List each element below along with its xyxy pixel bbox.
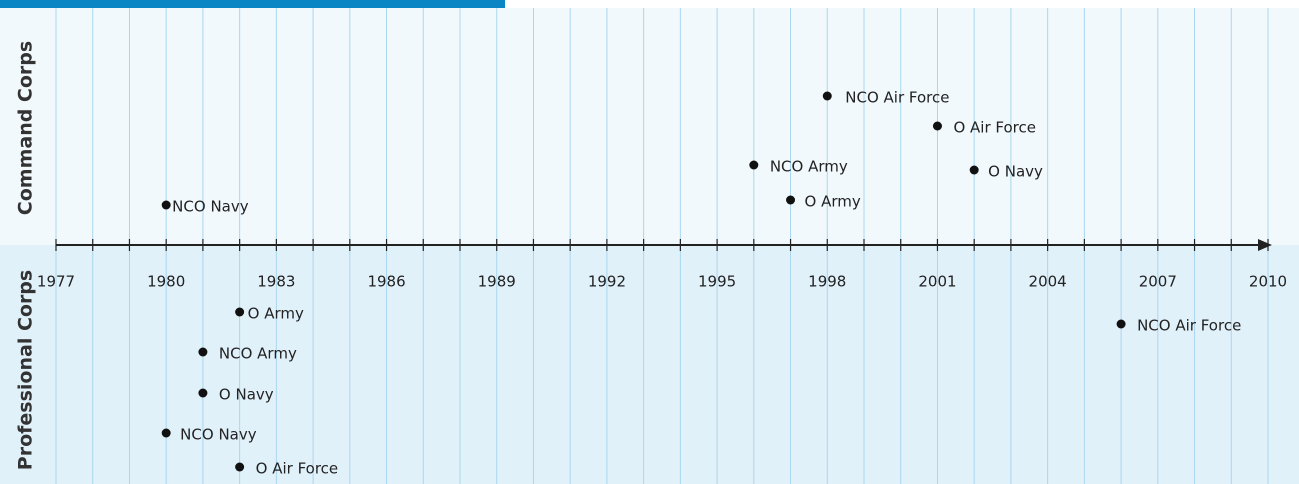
event-dot: [235, 307, 245, 317]
event-label: O Navy: [988, 163, 1043, 181]
title-bar: [0, 0, 505, 8]
event-label: O Army: [805, 193, 861, 211]
x-tick-label: 2001: [918, 273, 956, 291]
bottom-panel: [0, 245, 1299, 484]
event-label: NCO Navy: [180, 426, 257, 444]
event-label: O Army: [248, 305, 304, 323]
event-dot: [198, 388, 208, 398]
x-tick-label: 2004: [1029, 273, 1067, 291]
event-label: NCO Air Force: [1137, 317, 1241, 335]
event-label: NCO Army: [770, 158, 848, 176]
x-tick-label: 1977: [37, 273, 75, 291]
event-label: O Air Force: [953, 119, 1036, 137]
event-dot: [235, 462, 245, 472]
event-dot: [161, 428, 171, 438]
x-tick-label: 2010: [1249, 273, 1287, 291]
x-tick-label: 1983: [257, 273, 295, 291]
event-dot: [1116, 319, 1126, 329]
x-tick-label: 1989: [478, 273, 516, 291]
x-tick-label: 1980: [147, 273, 185, 291]
x-tick-label: 2007: [1139, 273, 1177, 291]
event-dot: [822, 91, 832, 101]
top-panel: [0, 8, 1299, 245]
x-tick-label: 1986: [367, 273, 405, 291]
event-dot: [969, 165, 979, 175]
x-tick-label: 1995: [698, 273, 736, 291]
x-tick-label: 1992: [588, 273, 626, 291]
event-dot: [198, 347, 208, 357]
panel-label: Professional Corps: [15, 270, 37, 470]
event-dot: [749, 160, 759, 170]
axis-arrow: [1258, 239, 1272, 251]
event-label: NCO Navy: [172, 198, 249, 216]
event-dot: [161, 200, 171, 210]
event-label: O Navy: [219, 386, 274, 404]
event-label: NCO Air Force: [845, 89, 949, 107]
x-tick-label: 1998: [808, 273, 846, 291]
event-label: O Air Force: [256, 460, 339, 478]
event-dot: [786, 195, 796, 205]
event-label: NCO Army: [219, 345, 297, 363]
event-dot: [932, 121, 942, 131]
panel-label: Command Corps: [15, 41, 37, 215]
